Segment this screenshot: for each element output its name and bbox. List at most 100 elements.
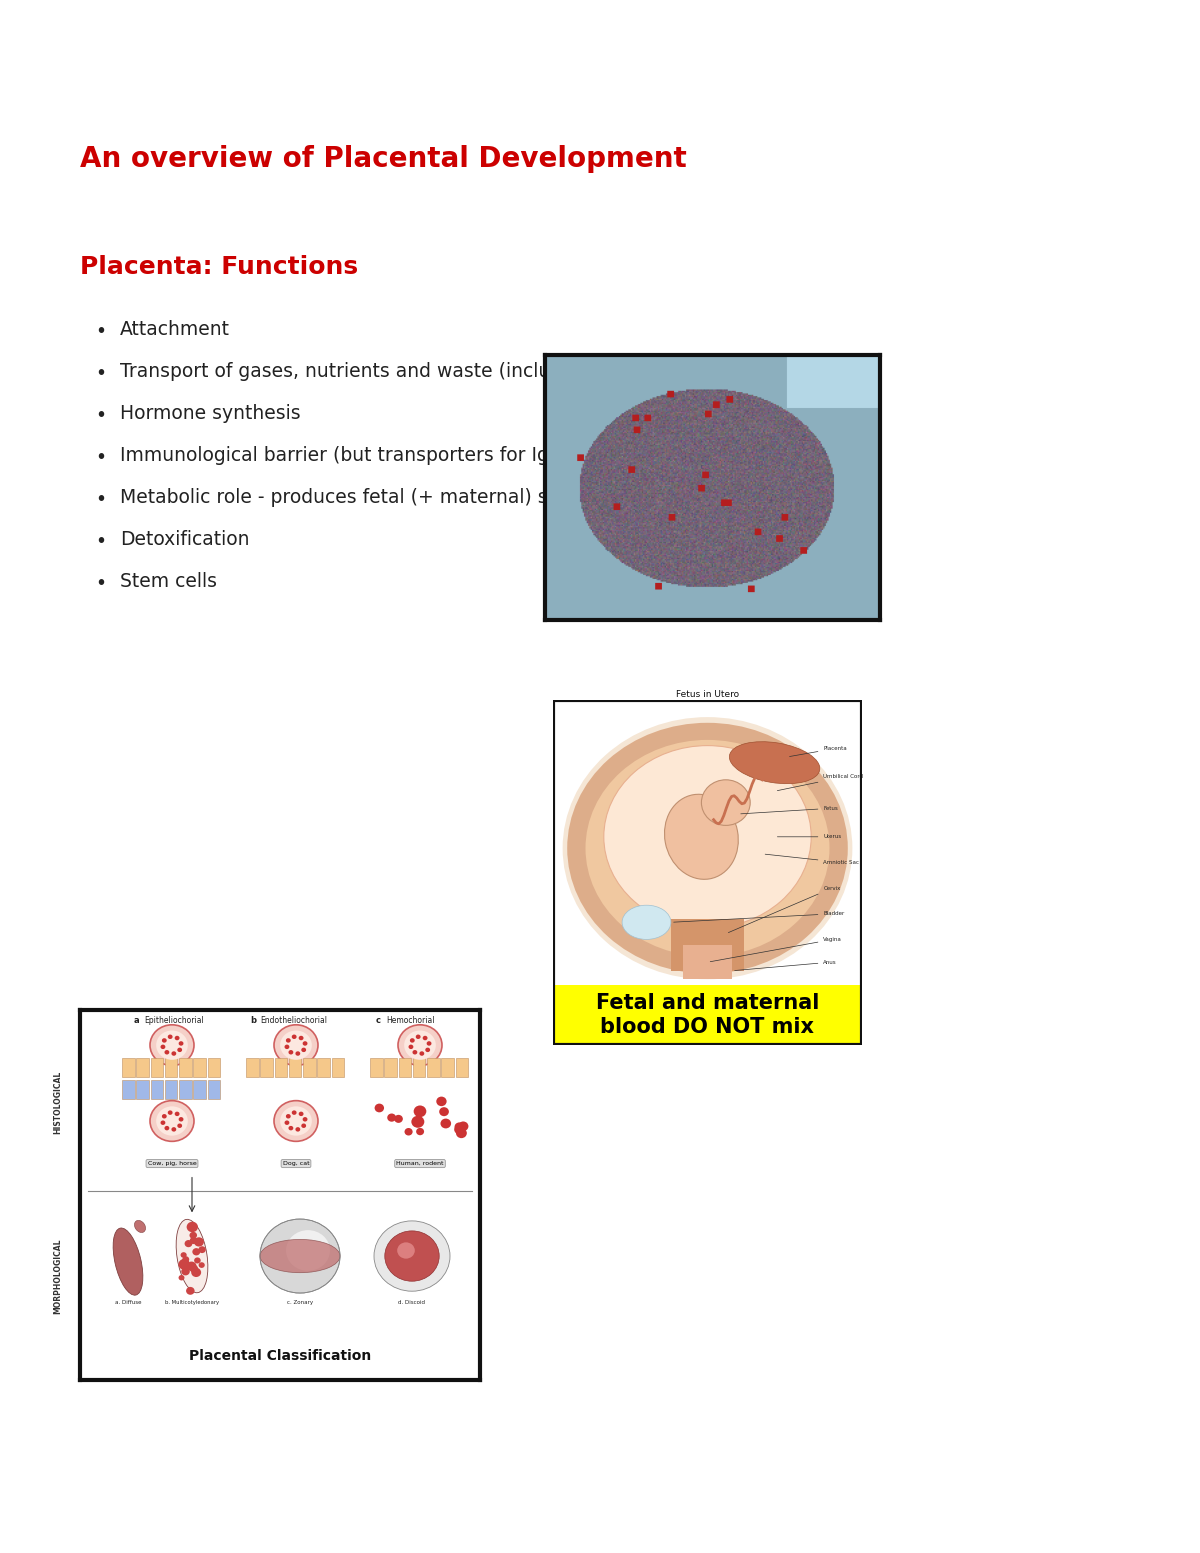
Text: •: • <box>95 447 106 467</box>
Text: Human, rodent: Human, rodent <box>396 1162 444 1166</box>
Circle shape <box>301 1048 306 1051</box>
Circle shape <box>187 1222 198 1232</box>
Text: Immunological barrier (but transporters for IgG): Immunological barrier (but transporters … <box>120 446 571 464</box>
Circle shape <box>299 1036 304 1041</box>
Circle shape <box>191 1267 202 1277</box>
Bar <box>398 1058 412 1078</box>
Circle shape <box>404 1127 413 1135</box>
Circle shape <box>186 1287 194 1295</box>
Circle shape <box>179 1275 185 1281</box>
Circle shape <box>410 1039 415 1042</box>
Bar <box>137 1058 149 1078</box>
Text: Anus: Anus <box>734 960 838 971</box>
Bar <box>456 1058 468 1078</box>
Text: a: a <box>134 1016 139 1025</box>
Ellipse shape <box>730 742 820 784</box>
Circle shape <box>286 1039 290 1042</box>
Circle shape <box>440 1118 451 1129</box>
Circle shape <box>180 1259 188 1267</box>
Bar <box>179 1058 192 1078</box>
Circle shape <box>178 1048 182 1051</box>
Bar <box>384 1058 397 1078</box>
Circle shape <box>284 1120 289 1124</box>
Circle shape <box>422 1036 427 1041</box>
Circle shape <box>408 1045 413 1050</box>
Bar <box>137 1079 149 1100</box>
Text: Bladder: Bladder <box>673 912 845 922</box>
Text: Amniotic Sac: Amniotic Sac <box>766 854 859 865</box>
Circle shape <box>416 1127 424 1135</box>
Text: Hormone synthesis: Hormone synthesis <box>120 404 301 422</box>
Circle shape <box>180 1252 187 1258</box>
Ellipse shape <box>568 722 847 974</box>
Bar <box>208 1058 221 1078</box>
Circle shape <box>162 1114 167 1118</box>
Circle shape <box>286 1114 290 1118</box>
Text: Placenta: Placenta <box>790 745 847 756</box>
Circle shape <box>168 1034 173 1039</box>
Circle shape <box>414 1106 426 1117</box>
Text: •: • <box>95 363 106 384</box>
Text: Stem cells: Stem cells <box>120 572 217 592</box>
Bar <box>150 1058 163 1078</box>
Circle shape <box>301 1123 306 1127</box>
Circle shape <box>172 1051 176 1056</box>
Bar <box>275 1058 287 1078</box>
Circle shape <box>455 1123 464 1131</box>
Circle shape <box>260 1219 340 1294</box>
Text: Detoxification: Detoxification <box>120 530 250 550</box>
Text: Cow, pig, horse: Cow, pig, horse <box>148 1162 197 1166</box>
Text: Hemochorial: Hemochorial <box>386 1016 434 1025</box>
Ellipse shape <box>176 1219 208 1292</box>
Circle shape <box>198 1263 205 1267</box>
Text: MORPHOLOGICAL: MORPHOLOGICAL <box>54 1239 62 1314</box>
Circle shape <box>198 1246 206 1253</box>
Title: Fetus in Utero: Fetus in Utero <box>676 690 739 699</box>
Bar <box>671 919 744 971</box>
Bar <box>318 1058 330 1078</box>
Circle shape <box>274 1025 318 1065</box>
Circle shape <box>186 1261 197 1270</box>
Circle shape <box>150 1025 194 1065</box>
Bar <box>413 1058 426 1078</box>
Text: Umbilical Cord: Umbilical Cord <box>778 775 864 790</box>
Circle shape <box>280 1031 312 1059</box>
Circle shape <box>175 1112 180 1117</box>
Text: •: • <box>95 321 106 342</box>
Circle shape <box>161 1045 166 1050</box>
Text: Attachment: Attachment <box>120 320 230 339</box>
Bar <box>179 1079 192 1100</box>
Circle shape <box>397 1242 415 1258</box>
Text: b: b <box>250 1016 256 1025</box>
Circle shape <box>427 1041 432 1045</box>
Circle shape <box>172 1127 176 1132</box>
Ellipse shape <box>586 739 829 957</box>
Bar <box>683 946 732 980</box>
Circle shape <box>302 1117 307 1121</box>
Bar <box>289 1058 301 1078</box>
Bar <box>193 1079 206 1100</box>
Text: Cervix: Cervix <box>728 885 841 933</box>
Circle shape <box>179 1041 184 1045</box>
Circle shape <box>192 1249 200 1255</box>
Circle shape <box>185 1239 192 1247</box>
Circle shape <box>701 780 750 825</box>
Text: •: • <box>95 405 106 426</box>
Circle shape <box>194 1258 200 1264</box>
Bar <box>122 1058 134 1078</box>
Circle shape <box>458 1121 468 1131</box>
Circle shape <box>420 1051 425 1056</box>
Text: a. Diffuse: a. Diffuse <box>115 1300 142 1306</box>
Bar <box>193 1058 206 1078</box>
Circle shape <box>413 1050 418 1054</box>
Circle shape <box>385 1232 439 1281</box>
Text: Fetal and maternal
blood DO NOT mix: Fetal and maternal blood DO NOT mix <box>596 994 820 1036</box>
Circle shape <box>412 1115 425 1127</box>
Circle shape <box>292 1110 296 1115</box>
Circle shape <box>178 1123 182 1127</box>
Circle shape <box>302 1041 307 1045</box>
Text: Endotheliochorial: Endotheliochorial <box>260 1016 326 1025</box>
Bar <box>164 1058 178 1078</box>
Bar <box>246 1058 258 1078</box>
Circle shape <box>190 1232 197 1239</box>
